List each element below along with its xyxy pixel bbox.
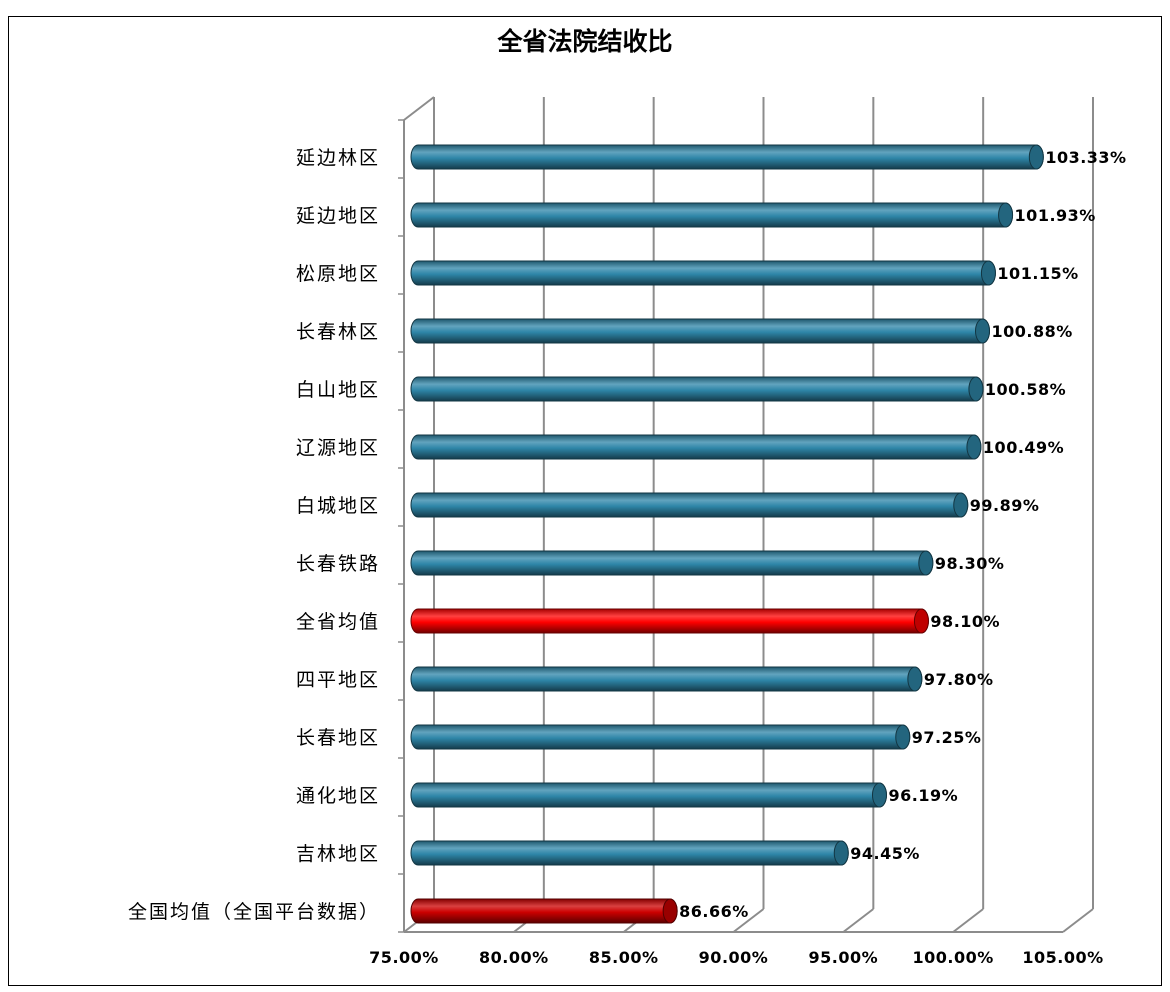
category-label: 辽源地区	[296, 437, 380, 459]
x-tick-label: 105.00%	[1022, 948, 1103, 967]
bar	[410, 202, 1014, 228]
bar	[410, 492, 969, 518]
wall-top-edge	[403, 96, 435, 121]
bar-body	[410, 376, 984, 402]
bar-body	[410, 260, 996, 286]
bar	[410, 376, 984, 402]
category-label: 长春地区	[296, 727, 380, 749]
data-label: 99.89%	[970, 496, 1040, 515]
data-label: 98.10%	[930, 612, 1000, 631]
category-label: 白山地区	[296, 379, 380, 401]
bar-cap	[871, 782, 887, 808]
data-label: 100.49%	[983, 438, 1064, 457]
floor-gridline	[842, 908, 874, 933]
data-label: 96.19%	[888, 786, 958, 805]
x-tick-label: 90.00%	[699, 948, 769, 967]
data-label: 101.93%	[1015, 206, 1096, 225]
category-label: 松原地区	[296, 263, 380, 285]
bar-cap	[913, 608, 929, 634]
bar	[410, 782, 887, 808]
x-tick-label: 75.00%	[369, 948, 439, 967]
x-tick-label: 100.00%	[913, 948, 994, 967]
bar-cap	[1028, 144, 1044, 170]
category-label: 白城地区	[296, 495, 380, 517]
bar-body	[410, 898, 678, 924]
data-label: 103.33%	[1045, 148, 1126, 167]
bar-cap	[966, 434, 982, 460]
bar-body	[410, 782, 887, 808]
bar-cap	[974, 318, 990, 344]
category-label: 全省均值	[296, 611, 380, 633]
data-label: 101.15%	[997, 264, 1078, 283]
x-tick-label: 80.00%	[479, 948, 549, 967]
bar	[410, 260, 996, 286]
floor-gridline	[952, 908, 984, 933]
data-label: 100.58%	[985, 380, 1066, 399]
data-label: 94.45%	[850, 844, 920, 863]
bar	[410, 434, 982, 460]
bar-cap	[662, 898, 678, 924]
bar-body	[410, 144, 1044, 170]
bar-cap	[833, 840, 849, 866]
category-label: 吉林地区	[296, 843, 380, 865]
bar	[410, 318, 990, 344]
bar-body	[410, 318, 990, 344]
bar-cap	[918, 550, 934, 576]
data-label: 100.88%	[991, 322, 1072, 341]
bar-cap	[980, 260, 996, 286]
bar-cap	[968, 376, 984, 402]
bar-body	[410, 434, 982, 460]
data-label: 98.30%	[935, 554, 1005, 573]
bar	[410, 550, 934, 576]
bar-body	[410, 608, 929, 634]
bar	[410, 608, 929, 634]
bars	[410, 144, 1044, 924]
bar	[410, 840, 849, 866]
chart-title: 全省法院结收比	[497, 27, 673, 56]
category-label: 长春林区	[296, 321, 380, 343]
bar-cap	[907, 666, 923, 692]
bar-cap	[953, 492, 969, 518]
category-label: 延边地区	[296, 205, 380, 227]
bar-body	[410, 666, 923, 692]
bar-cap	[895, 724, 911, 750]
x-tick-label: 85.00%	[589, 948, 659, 967]
bar-body	[410, 492, 969, 518]
data-label: 97.25%	[912, 728, 982, 747]
category-label: 长春铁路	[296, 553, 380, 575]
bar-body	[410, 840, 849, 866]
category-label: 延边林区	[296, 147, 380, 169]
bar-body	[410, 724, 911, 750]
axes	[398, 96, 1063, 933]
category-label: 全国均值（全国平台数据）	[128, 901, 380, 923]
data-label: 97.80%	[924, 670, 994, 689]
data-label: 86.66%	[679, 902, 749, 921]
bar	[410, 724, 911, 750]
x-tick-label: 95.00%	[809, 948, 879, 967]
bar	[410, 666, 923, 692]
bar	[410, 898, 678, 924]
floor-gridline	[732, 908, 765, 933]
bar-cap	[998, 202, 1014, 228]
floor-gridline	[1062, 908, 1094, 933]
bar	[410, 144, 1044, 170]
labels: 75.00% 80.00% 85.00% 90.00% 95.00% 100.00% 105…	[128, 147, 1126, 967]
bar-body	[410, 202, 1014, 228]
bar-body	[410, 550, 934, 576]
category-label: 通化地区	[296, 785, 380, 807]
category-label: 四平地区	[296, 669, 380, 691]
